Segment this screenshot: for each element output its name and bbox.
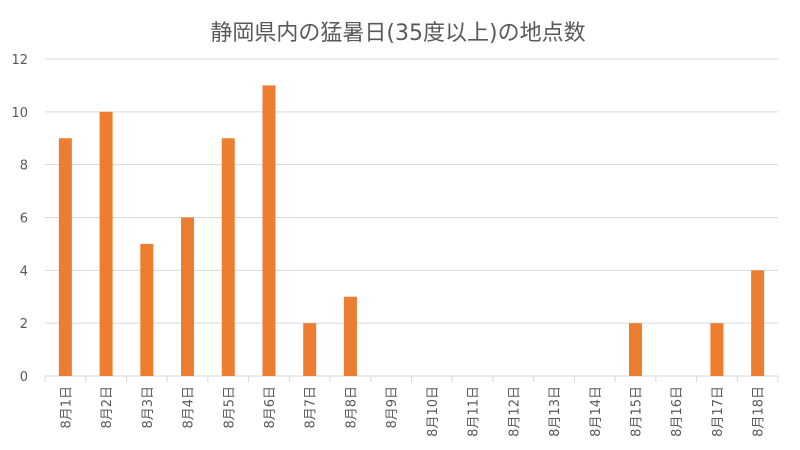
x-tick-label: 8月16日 (670, 386, 685, 437)
y-tick-label: 12 (11, 53, 28, 68)
x-tick-label: 8月11日 (467, 386, 482, 437)
x-tick-label: 8月14日 (589, 386, 604, 437)
x-tick-label: 8月3日 (141, 386, 156, 429)
y-tick-label: 8 (20, 159, 28, 174)
bar (710, 323, 724, 376)
x-tick-label: 8月1日 (59, 386, 74, 429)
x-axis-ticks: 8月1日 8月2日 8月3日 8月4日 8月5日 8月6日 8月7日 8月8日 8月9日 8月10… (44, 376, 779, 437)
x-tick-label: 8月2日 (100, 386, 115, 429)
y-tick-label: 4 (20, 264, 28, 279)
bars (58, 85, 765, 377)
bar (58, 138, 72, 376)
x-tick-label: 8月18日 (752, 386, 767, 437)
x-tick-label: 8月15日 (629, 386, 644, 437)
y-axis-ticks: 0 2 4 6 8 10 12 (11, 53, 28, 385)
x-tick-label: 8月8日 (344, 386, 359, 429)
y-tick-label: 0 (20, 370, 28, 385)
bar (262, 85, 276, 377)
bar (221, 138, 235, 376)
bar (628, 323, 642, 376)
bar (181, 217, 195, 376)
bar (303, 323, 317, 376)
bar (99, 111, 113, 376)
x-tick-label: 8月6日 (263, 386, 278, 429)
bar (343, 296, 357, 376)
gridlines (45, 58, 778, 377)
bar (140, 243, 154, 376)
x-tick-label: 8月17日 (711, 386, 726, 437)
y-tick-label: 6 (20, 212, 28, 227)
bar (751, 270, 765, 376)
x-tick-label: 8月12日 (507, 386, 522, 437)
x-tick-label: 8月7日 (304, 386, 319, 429)
x-tick-label: 8月4日 (182, 386, 197, 429)
x-tick-label: 8月9日 (385, 386, 400, 429)
x-tick-label: 8月5日 (222, 386, 237, 429)
y-tick-label: 10 (11, 106, 28, 121)
x-tick-label: 8月10日 (426, 386, 441, 437)
chart-title: 静岡県内の猛暑日(35度以上)の地点数 (210, 21, 585, 46)
y-tick-label: 2 (20, 317, 28, 332)
x-tick-label: 8月13日 (548, 386, 563, 437)
